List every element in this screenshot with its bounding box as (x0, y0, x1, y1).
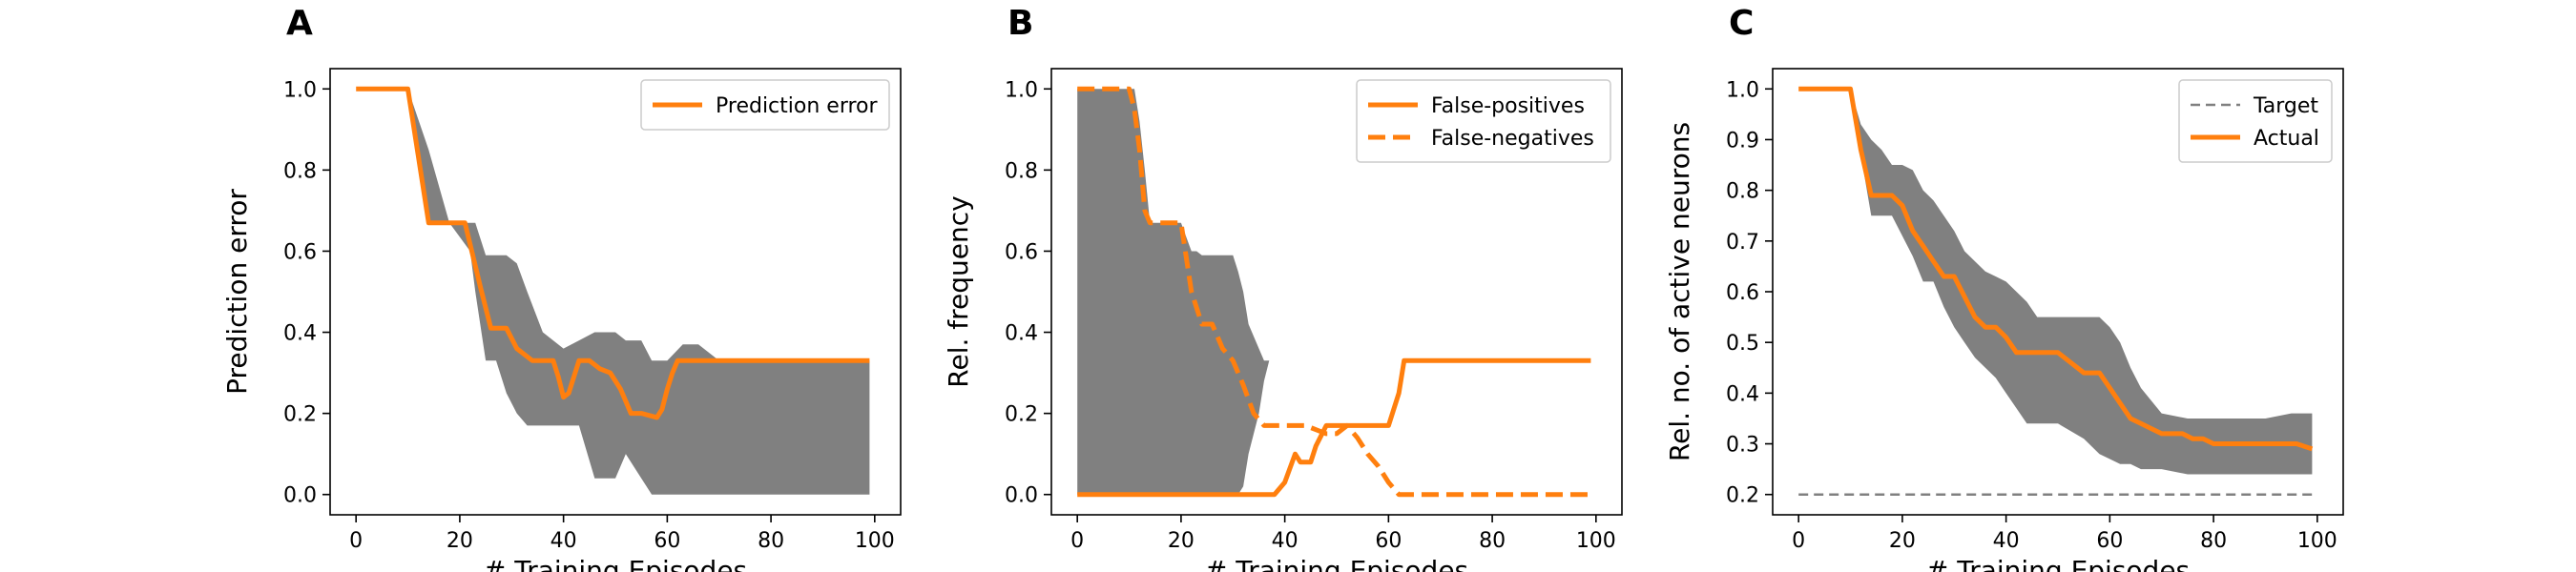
x-tick-label: 40 (1993, 529, 2020, 553)
x-axis-label: # Training Episodes (1926, 555, 2190, 572)
series-line-0 (1077, 358, 1591, 498)
y-axis-label: Prediction error (221, 189, 253, 395)
y-axis-label: Rel. no. of active neurons (1664, 122, 1695, 461)
series-line-0 (356, 86, 870, 420)
confidence-band (356, 89, 870, 495)
panel-letter: A (286, 4, 313, 43)
y-tick-label: 1.0 (1726, 78, 1759, 102)
y-tick-label: 0.4 (1726, 382, 1759, 406)
legend-label: Prediction error (716, 94, 878, 118)
y-tick-label: 0.8 (1005, 159, 1038, 183)
panel-letter: C (1729, 4, 1754, 43)
panel-b: B 0 20 40 60 80 100 0.0 0.2 0.4 0.6 0.8 1.0 # Trainin… (943, 4, 1623, 572)
x-axis-label: # Training Episodes (484, 555, 747, 572)
series-line-1 (1798, 86, 2314, 452)
x-tick-label: 60 (2096, 529, 2123, 553)
y-tick-label: 0.4 (283, 322, 317, 346)
confidence-band (1077, 89, 1591, 495)
legend-label: False-positives (1431, 94, 1585, 118)
y-tick-label: 0.2 (283, 403, 317, 427)
y-tick-label: 0.5 (1726, 332, 1759, 356)
x-tick-label: 100 (2297, 529, 2337, 553)
y-tick-label: 0.6 (1005, 240, 1038, 264)
x-tick-label: 100 (855, 529, 895, 553)
y-tick-label: 1.0 (283, 78, 317, 102)
x-tick-label: 40 (551, 529, 577, 553)
legend: False-positives False-negatives (1356, 79, 1611, 163)
axes-frame (1050, 68, 1623, 516)
x-tick-label: 0 (1070, 529, 1084, 553)
legend-box (1356, 79, 1611, 163)
x-tick-label: 20 (1168, 529, 1195, 553)
x-axis-label: # Training Episodes (1205, 555, 1468, 572)
panel-letter: B (1008, 4, 1033, 43)
confidence-band (1798, 89, 2313, 475)
axes-frame (329, 68, 902, 516)
x-tick-label: 0 (1792, 529, 1805, 553)
y-tick-label: 0.6 (1726, 281, 1759, 305)
y-tick-label: 0.9 (1726, 129, 1759, 153)
x-tick-label: 40 (1272, 529, 1298, 553)
x-tick-label: 20 (447, 529, 473, 553)
x-tick-label: 0 (349, 529, 363, 553)
x-tick-label: 80 (1479, 529, 1506, 553)
y-tick-label: 0.4 (1005, 322, 1038, 346)
x-tick-label: 60 (654, 529, 680, 553)
panel-a: A 0 20 40 60 80 100 0.0 0.2 0.4 0.6 0.8 1.0 # Trainin… (221, 4, 902, 572)
legend-label: False-negatives (1431, 127, 1594, 151)
series-line-1 (1077, 86, 1591, 498)
legend: Prediction error (640, 79, 890, 131)
y-tick-label: 0.7 (1726, 231, 1759, 255)
legend-box (640, 79, 890, 131)
y-axis-label: Rel. frequency (943, 195, 974, 387)
legend: Target Actual (2178, 79, 2333, 163)
y-tick-label: 0.6 (283, 240, 317, 264)
y-tick-label: 0.2 (1726, 484, 1759, 508)
x-tick-label: 20 (1889, 529, 1916, 553)
y-tick-label: 0.0 (1005, 484, 1038, 508)
y-tick-label: 1.0 (1005, 78, 1038, 102)
legend-box (2178, 79, 2333, 163)
legend-label: Target (2253, 94, 2318, 118)
x-tick-label: 100 (1576, 529, 1616, 553)
y-tick-label: 0.8 (283, 159, 317, 183)
y-tick-label: 0.2 (1005, 403, 1038, 427)
y-tick-label: 0.0 (283, 484, 317, 508)
x-tick-label: 80 (758, 529, 784, 553)
y-tick-label: 0.3 (1726, 434, 1759, 458)
x-tick-label: 80 (2200, 529, 2227, 553)
panel-c: C 0 20 40 60 80 100 0.2 0.3 0.4 0.5 0.6 0.7 0.8 0.9 1.0… (1664, 4, 2344, 572)
y-tick-label: 0.8 (1726, 180, 1759, 204)
legend-label: Actual (2254, 127, 2319, 151)
x-tick-label: 60 (1375, 529, 1402, 553)
